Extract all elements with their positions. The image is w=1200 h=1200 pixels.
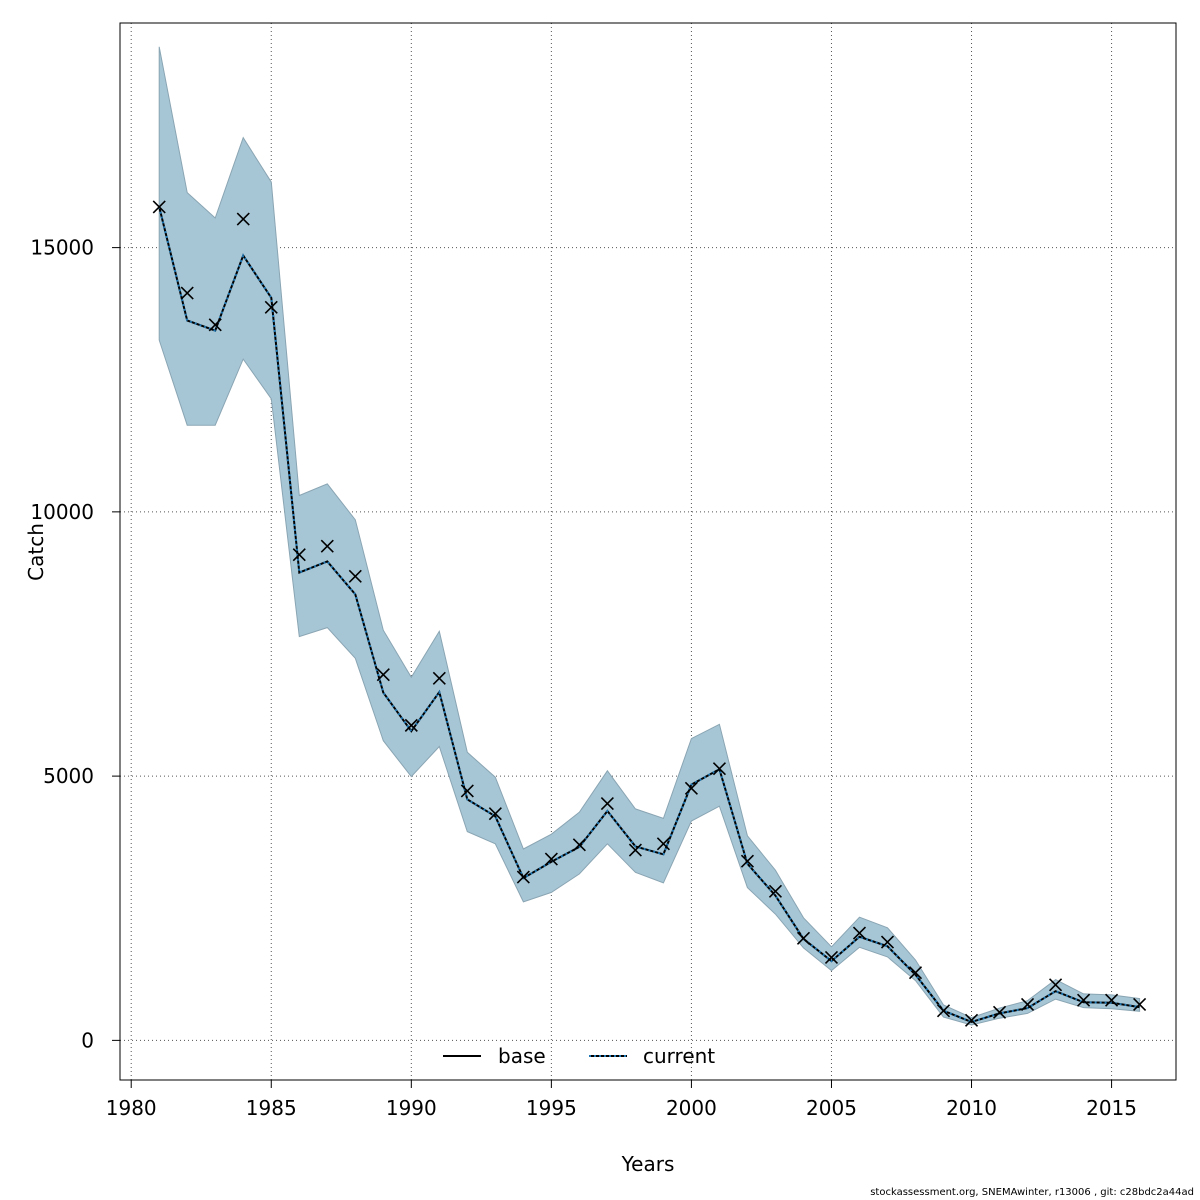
legend: base current [443, 1044, 715, 1068]
x-tick-label: 1980 [106, 1096, 157, 1120]
observed-point [376, 668, 390, 682]
confidence-band [158, 46, 1141, 1026]
observed-point [516, 870, 530, 884]
x-tick-label: 1985 [246, 1096, 297, 1120]
observed-point [908, 966, 923, 980]
observed-point [656, 837, 670, 851]
observed-point [544, 852, 558, 866]
y-tick-label: 10000 [30, 500, 94, 524]
observed-point [292, 548, 306, 562]
observed-point [236, 212, 250, 226]
observed-point [768, 884, 783, 898]
x-tick-label: 2000 [666, 1096, 717, 1120]
confidence-band-layer [158, 46, 1141, 1026]
x-axis-title: Years [621, 1152, 675, 1176]
observed-point [964, 1013, 979, 1027]
observed-point [264, 300, 278, 314]
y-tick-label: 0 [81, 1028, 94, 1052]
observed-point [1133, 997, 1147, 1011]
observed-point [320, 539, 334, 553]
grid-lines [120, 23, 1176, 1080]
observed-point [712, 762, 726, 776]
observed-markers-layer [152, 200, 1147, 1027]
observed-point [852, 926, 867, 940]
observed-point [404, 718, 418, 732]
observed-point [992, 1005, 1007, 1019]
y-axis-title: Catch [24, 523, 48, 581]
observed-point [348, 569, 362, 583]
series-line-current [158, 206, 1140, 1023]
x-tick-label: 2010 [946, 1096, 997, 1120]
plot-area-frame [119, 22, 1177, 1081]
footer-note: stockassessment.org, SNEMAwinter, r13006… [870, 1187, 1194, 1198]
observed-point [432, 671, 446, 685]
observed-point [600, 797, 614, 811]
legend-label-current: current [643, 1044, 715, 1068]
observed-point [460, 784, 474, 798]
observed-point [824, 950, 839, 964]
observed-point [152, 200, 166, 214]
x-tick-label: 1990 [386, 1096, 437, 1120]
legend-label-base: base [498, 1044, 546, 1068]
observed-point [488, 807, 502, 821]
observed-point [740, 854, 755, 868]
axes: 1980 1985 1990 1995 2000 2005 2010 2015 0 5000 100… [30, 236, 1137, 1120]
observed-point [572, 838, 586, 852]
observed-point [1105, 993, 1119, 1007]
y-tick-label: 15000 [30, 236, 94, 260]
observed-point [796, 931, 811, 945]
observed-point [936, 1004, 951, 1018]
observed-point [628, 843, 642, 857]
x-tick-label: 2015 [1086, 1096, 1137, 1120]
series-lines-layer [158, 206, 1140, 1023]
observed-point [880, 935, 895, 949]
y-tick-label: 5000 [43, 764, 94, 788]
observed-point [684, 781, 698, 795]
observed-point [1020, 997, 1035, 1011]
observed-point [180, 286, 194, 300]
observed-point [1048, 978, 1063, 992]
observed-point [208, 318, 222, 332]
x-tick-label: 1995 [526, 1096, 577, 1120]
x-tick-label: 2005 [806, 1096, 857, 1120]
observed-point [1076, 993, 1091, 1007]
